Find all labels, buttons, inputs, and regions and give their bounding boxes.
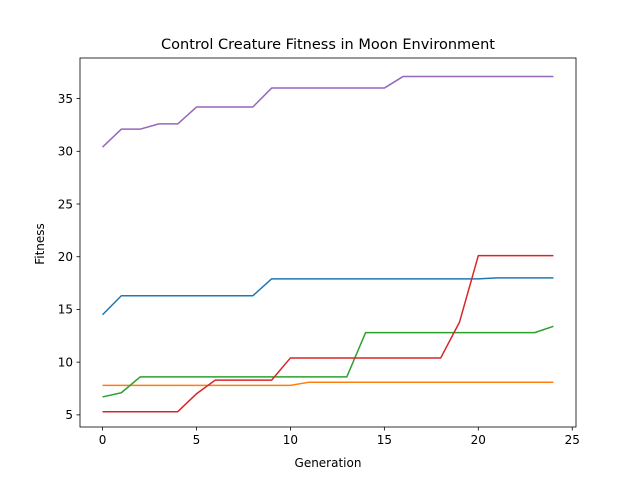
series-line-2 xyxy=(102,381,554,387)
series-line-5 xyxy=(102,75,554,148)
y-tick-label: 20 xyxy=(58,250,73,264)
y-tick-label: 25 xyxy=(58,197,73,211)
y-tick-label: 15 xyxy=(58,303,73,317)
y-tick-label: 5 xyxy=(65,408,73,422)
y-tick-label: 10 xyxy=(58,355,73,369)
series-line-4 xyxy=(102,254,554,413)
y-axis-label: Fitness xyxy=(33,223,47,265)
y-tick-label: 35 xyxy=(58,92,73,106)
plot-lines xyxy=(102,75,554,413)
series-line-3 xyxy=(102,325,554,398)
y-tick-label: 30 xyxy=(58,145,73,159)
plot-frame xyxy=(79,57,577,428)
x-tick-label: 0 xyxy=(99,433,107,447)
chart-title: Control Creature Fitness in Moon Environ… xyxy=(161,37,495,53)
y-axis-ticks: 5 10 15 20 25 30 35 xyxy=(58,92,80,422)
x-tick-label: 5 xyxy=(193,433,201,447)
x-axis-ticks: 0 5 10 15 20 25 xyxy=(99,427,580,447)
x-tick-label: 10 xyxy=(283,433,298,447)
series-line-1 xyxy=(102,277,554,316)
x-tick-label: 25 xyxy=(565,433,580,447)
x-axis-label: Generation xyxy=(295,456,362,470)
x-tick-label: 20 xyxy=(471,433,486,447)
x-tick-label: 15 xyxy=(377,433,392,447)
